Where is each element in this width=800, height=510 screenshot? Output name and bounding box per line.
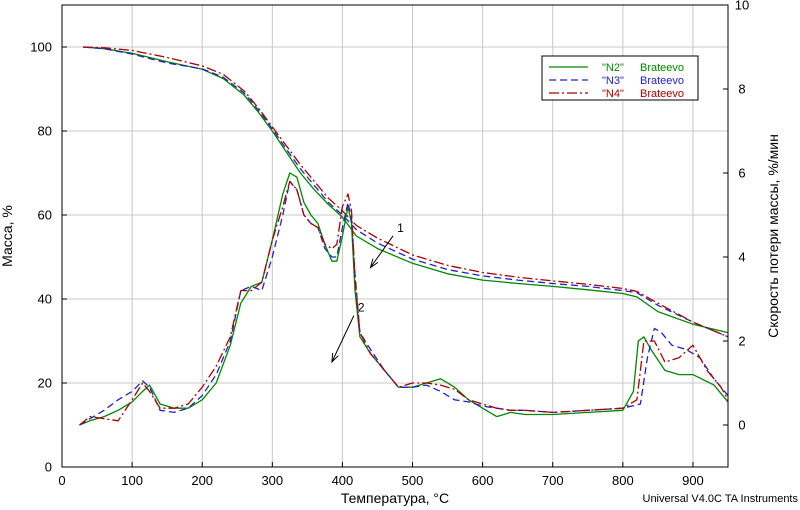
annotation-arrowhead-2 xyxy=(331,352,339,364)
mass-series-line-2 xyxy=(82,46,729,334)
x-tick-label: 500 xyxy=(402,473,424,488)
y-axis-title-left: Масса, % xyxy=(0,205,15,267)
y-right-tick-label: 4 xyxy=(738,250,745,265)
annotation-arrow-2 xyxy=(331,315,355,363)
legend-label: "N4" xyxy=(602,88,624,100)
x-axis-title: Температура, °С xyxy=(341,490,449,506)
y-right-tick-label: 0 xyxy=(738,418,745,433)
x-tick-label: 700 xyxy=(542,473,564,488)
y-axis-title-right: Скорость потери массы, %/мин xyxy=(765,134,781,338)
rate-series-line-3 xyxy=(79,180,729,426)
y-left-tick-label: 0 xyxy=(45,460,52,475)
annotation-arrowhead-1 xyxy=(369,258,379,269)
y-right-tick-label: 8 xyxy=(738,82,745,97)
annotation-label-2: 2 xyxy=(358,301,365,315)
legend: "N2" Brateevo "N3" Brateevo "N4" Brateevo xyxy=(541,55,699,101)
legend-label: "N3" xyxy=(602,75,624,87)
y-left-tick-label: 20 xyxy=(38,376,52,391)
legend-label: "N2" xyxy=(602,62,624,74)
x-tick-label: 100 xyxy=(121,473,143,488)
y-right-tick-label: 6 xyxy=(738,166,745,181)
legend-sample: Brateevo xyxy=(640,75,684,87)
footer-credit: Universal V4.0C TA Instruments xyxy=(643,493,799,505)
y-right-tick-label: 2 xyxy=(738,334,745,349)
annotations: 12 xyxy=(331,221,404,364)
x-tick-label: 0 xyxy=(58,473,65,488)
tick-layer: 0 100 200 300 400 500 600 700 800 900020406080100… xyxy=(30,0,749,488)
x-tick-label: 300 xyxy=(261,473,283,488)
y-left-tick-label: 80 xyxy=(38,124,52,139)
x-tick-label: 400 xyxy=(332,473,354,488)
series-layer xyxy=(79,46,729,426)
annotation-label-1: 1 xyxy=(397,221,404,235)
x-tick-label: 200 xyxy=(191,473,213,488)
legend-sample: Brateevo xyxy=(640,88,684,100)
rate-series-line-2 xyxy=(79,172,729,426)
annotation-arrow-1 xyxy=(370,235,394,268)
plot-frame xyxy=(61,4,729,468)
x-tick-label: 800 xyxy=(612,473,634,488)
x-tick-label: 600 xyxy=(472,473,494,488)
x-tick-label: 900 xyxy=(682,473,704,488)
legend-sample: Brateevo xyxy=(640,62,684,74)
y-left-tick-label: 100 xyxy=(30,40,52,55)
y-left-tick-label: 60 xyxy=(38,208,52,223)
y-left-tick-label: 40 xyxy=(38,292,52,307)
rate-series-line-4 xyxy=(79,180,729,426)
y-right-tick-label: 10 xyxy=(735,0,749,13)
